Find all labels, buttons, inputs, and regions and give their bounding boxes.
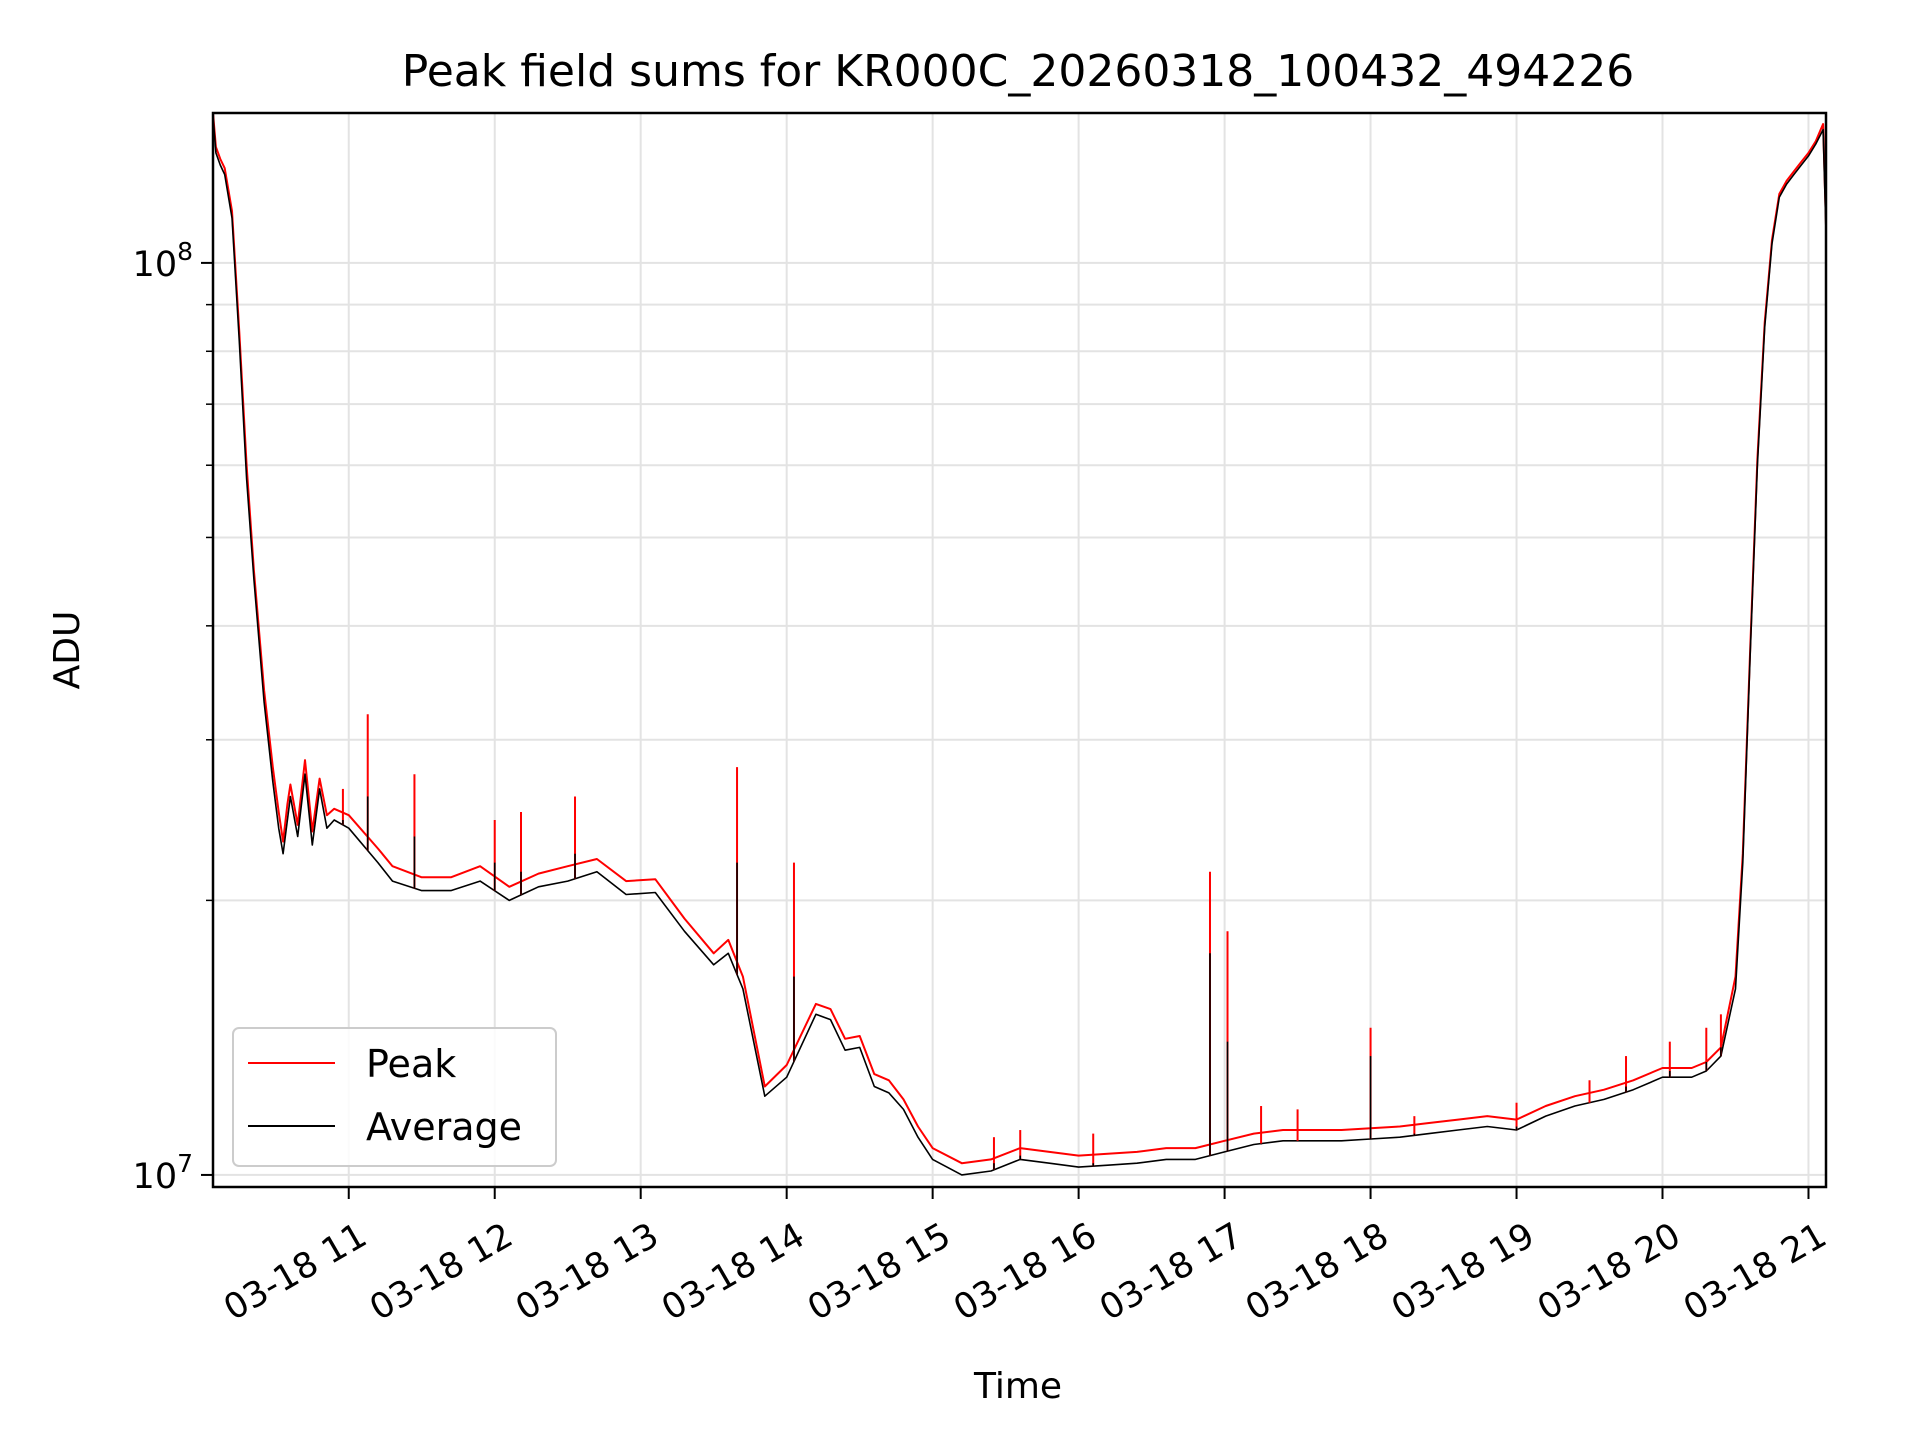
x-tick-label: 03-18 19 (1385, 1216, 1541, 1329)
series-line-peak (212, 112, 1827, 1165)
x-tick-label: 03-18 16 (947, 1216, 1103, 1329)
series-layer (212, 112, 1827, 1176)
y-tick-label: 108 (133, 237, 193, 285)
legend-peak-label: Peak (366, 1042, 456, 1086)
grid (213, 113, 1826, 1187)
x-tick-label: 03-18 18 (1239, 1216, 1395, 1329)
x-tick-label: 03-18 11 (217, 1216, 373, 1329)
x-tick-label: 03-18 15 (801, 1216, 957, 1329)
x-tick-label: 03-18 21 (1677, 1216, 1833, 1329)
series-line-average (212, 115, 1827, 1176)
x-axis-label: Time (973, 1366, 1062, 1407)
x-tick-label: 03-18 12 (363, 1216, 519, 1329)
legend-average-label: Average (366, 1105, 522, 1149)
plot-frame (211, 111, 1828, 1189)
x-tick-label: 03-18 20 (1531, 1216, 1687, 1329)
chart-title: Peak field sums for KR000C_20260318_1004… (402, 46, 1634, 97)
legend: Peak Average (232, 1027, 557, 1167)
y-axis: 107 108 (133, 237, 213, 1197)
x-tick-label: 03-18 17 (1093, 1216, 1249, 1329)
y-tick-label: 107 (133, 1149, 193, 1197)
x-tick-label: 03-18 14 (655, 1216, 811, 1329)
x-tick-label: 03-18 13 (509, 1216, 665, 1329)
y-axis-label: ADU (47, 611, 88, 690)
